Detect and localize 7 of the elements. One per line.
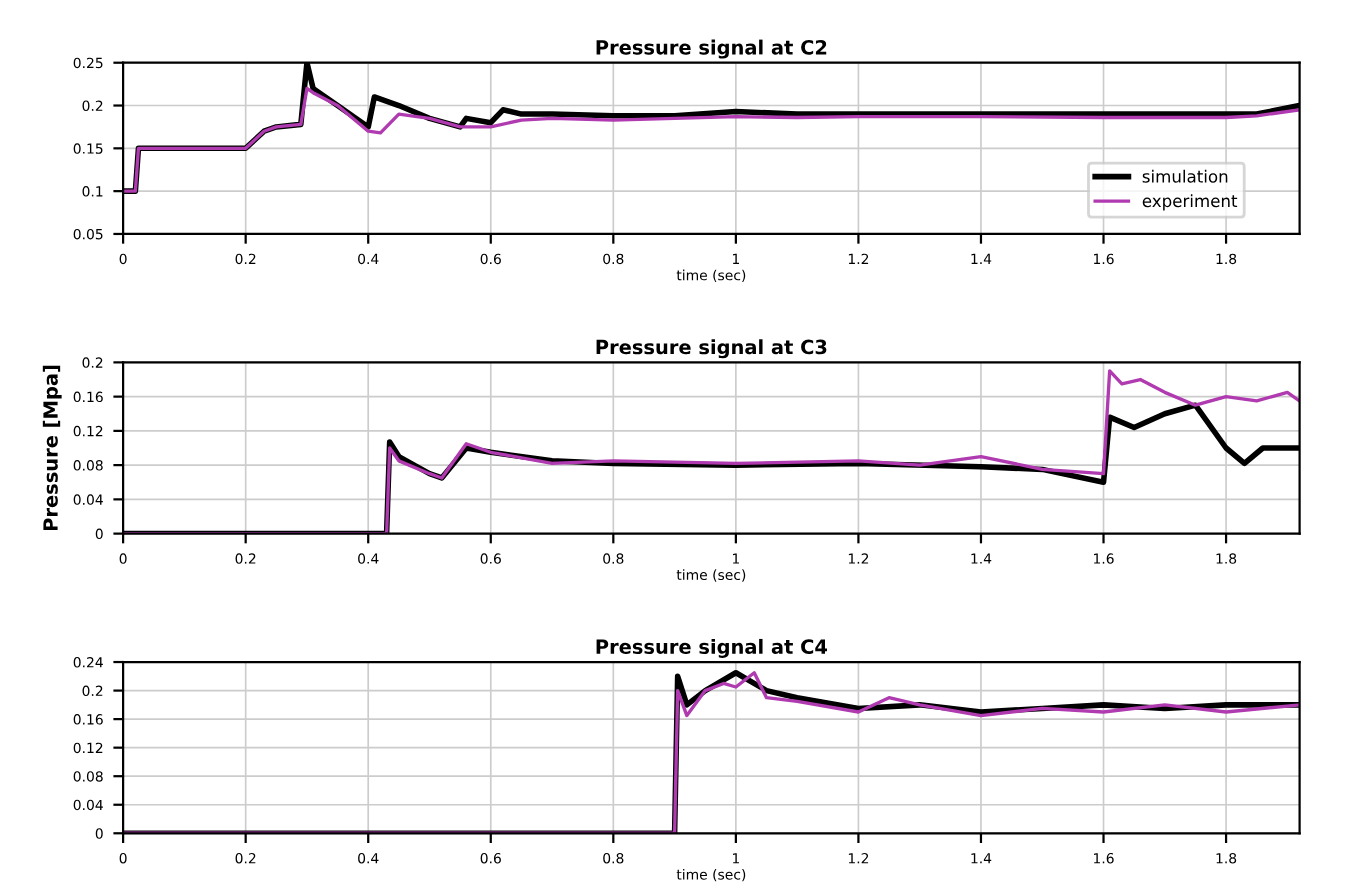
- legend-label: experiment: [1142, 194, 1238, 211]
- chart-title: Pressure signal at C2: [596, 39, 827, 59]
- legend-label: simulation: [1142, 169, 1228, 183]
- chart-title: Pressure signal at C4: [596, 638, 828, 658]
- y-axis-title: Pressure [Mpa]: [42, 365, 62, 531]
- chart-title: Pressure signal at C3: [596, 339, 827, 359]
- line-series: [123, 86, 1300, 193]
